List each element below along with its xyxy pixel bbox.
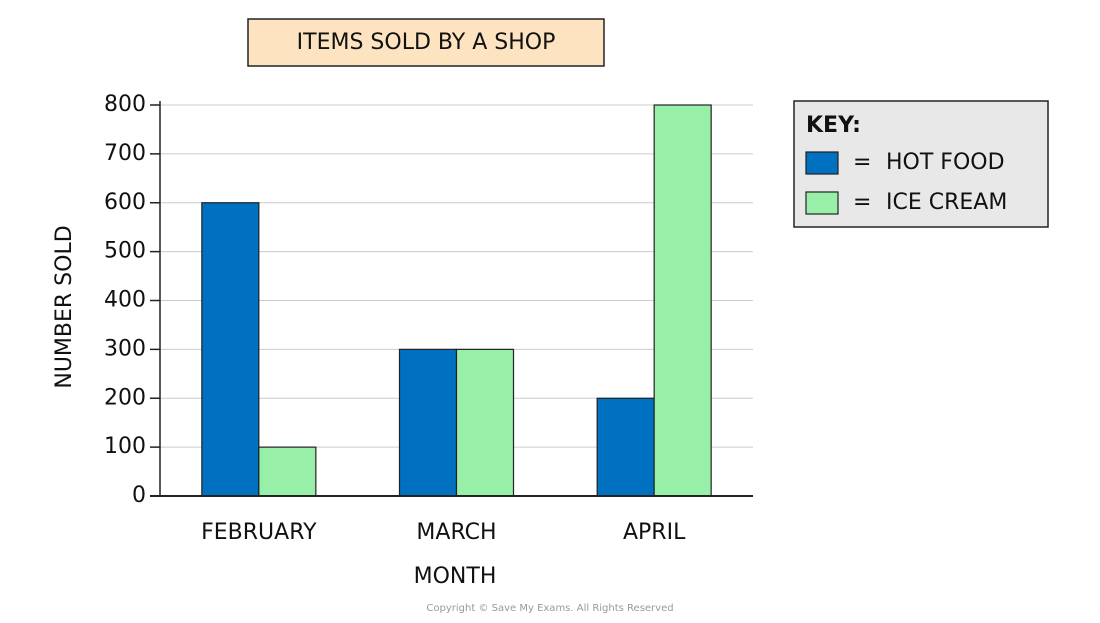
legend-swatch	[805, 151, 839, 175]
bar	[653, 104, 712, 497]
title-box	[247, 18, 605, 67]
y-tick-label: 500	[104, 239, 146, 264]
x-tick-label: APRIL	[623, 520, 686, 545]
y-tick-label: 100	[104, 434, 146, 459]
bar	[596, 397, 655, 497]
y-tick-label: 700	[104, 141, 146, 166]
bar	[455, 348, 515, 497]
chart-title: ITEMS SOLD BY A SHOP	[297, 30, 556, 55]
y-axis-label: NUMBER SOLD	[52, 225, 77, 388]
x-axis-label: MONTH	[414, 564, 497, 589]
legend-label: ICE CREAM	[886, 190, 1007, 215]
legend-swatch	[805, 191, 839, 215]
y-tick-label: 400	[104, 288, 146, 313]
bar	[398, 348, 458, 497]
bar	[258, 446, 317, 497]
legend-label: HOT FOOD	[886, 150, 1005, 175]
x-tick-label: FEBRUARY	[201, 520, 317, 545]
y-tick-label: 200	[104, 385, 146, 410]
legend-title: KEY:	[806, 113, 861, 138]
bar	[201, 202, 260, 497]
legend-separator: =	[853, 150, 871, 175]
legend-separator: =	[853, 190, 871, 215]
y-tick-label: 600	[104, 190, 146, 215]
y-tick-label: 800	[104, 92, 146, 117]
y-tick-label: 0	[132, 483, 146, 508]
copyright: Copyright © Save My Exams. All Rights Re…	[426, 603, 673, 614]
x-tick-label: MARCH	[416, 520, 496, 545]
y-tick-label: 300	[104, 336, 146, 361]
